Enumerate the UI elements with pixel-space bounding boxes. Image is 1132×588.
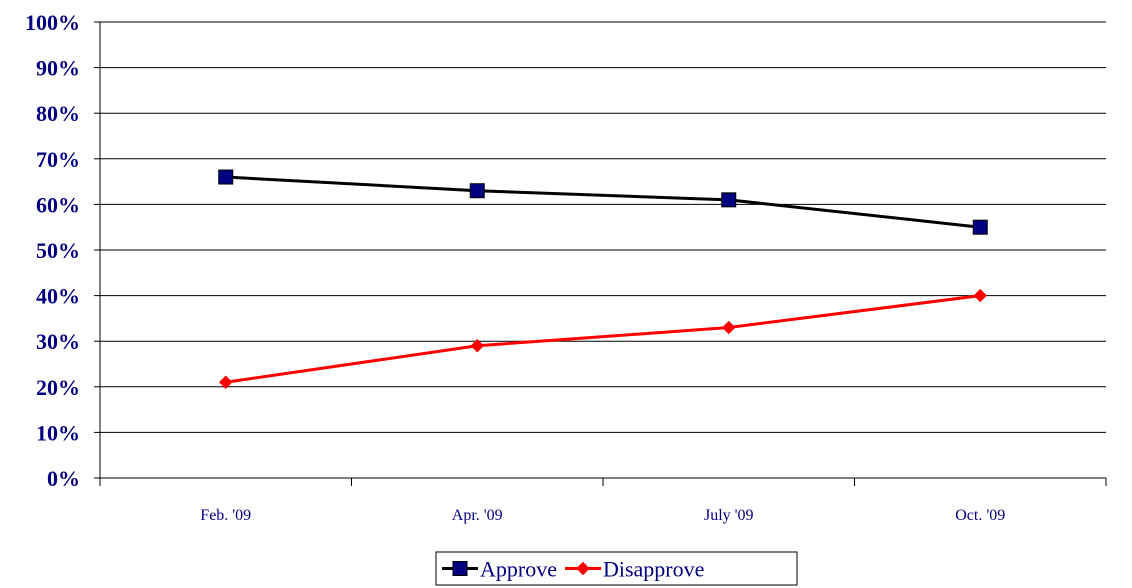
gridlines	[100, 21, 1106, 433]
data-point-approve	[721, 192, 737, 208]
legend-label-approve: Approve	[480, 557, 557, 582]
y-tick-labels: 0% 10% 20% 30% 40% 50% 60% 70% 80% 90% 100%	[25, 10, 80, 491]
x-tick-label: Apr. '09	[452, 507, 503, 524]
data-point-disapprove	[722, 320, 736, 335]
y-tick-label: 90%	[36, 56, 80, 81]
axes	[94, 21, 1107, 486]
x-tick-label: Feb. '09	[200, 507, 251, 524]
y-tick-label: 10%	[36, 420, 80, 445]
data-point-disapprove	[973, 288, 987, 303]
x-tick-labels: Feb. '09 Apr. '09 July '09 Oct. '09	[200, 507, 1005, 524]
x-tick-label: Oct. '09	[955, 507, 1005, 524]
x-tick-label: July '09	[704, 507, 754, 524]
series-lines	[225, 175, 981, 384]
data-point-disapprove	[219, 375, 233, 389]
series-markers	[218, 169, 988, 389]
data-point-approve	[218, 169, 234, 185]
y-tick-label: 80%	[36, 101, 80, 126]
legend-marker	[452, 561, 468, 576]
legend-marker	[576, 561, 590, 576]
legend-box	[435, 551, 798, 586]
y-tick-label: 0%	[47, 466, 80, 491]
y-tick-label: 20%	[36, 375, 80, 400]
y-tick-label: 30%	[36, 329, 80, 354]
legend: Approve Disapprove	[435, 551, 798, 586]
series-line-approve	[225, 175, 981, 229]
data-point-approve	[469, 183, 485, 199]
y-tick-label: 50%	[36, 238, 80, 263]
legend-label-disapprove: Disapprove	[603, 557, 704, 582]
series-line-disapprove	[225, 294, 981, 384]
y-tick-label: 70%	[36, 147, 80, 172]
y-tick-label: 40%	[36, 284, 80, 309]
y-tick-label: 60%	[36, 192, 80, 217]
y-tick-label: 100%	[25, 10, 80, 35]
data-point-approve	[972, 219, 988, 235]
data-point-disapprove	[470, 339, 484, 353]
